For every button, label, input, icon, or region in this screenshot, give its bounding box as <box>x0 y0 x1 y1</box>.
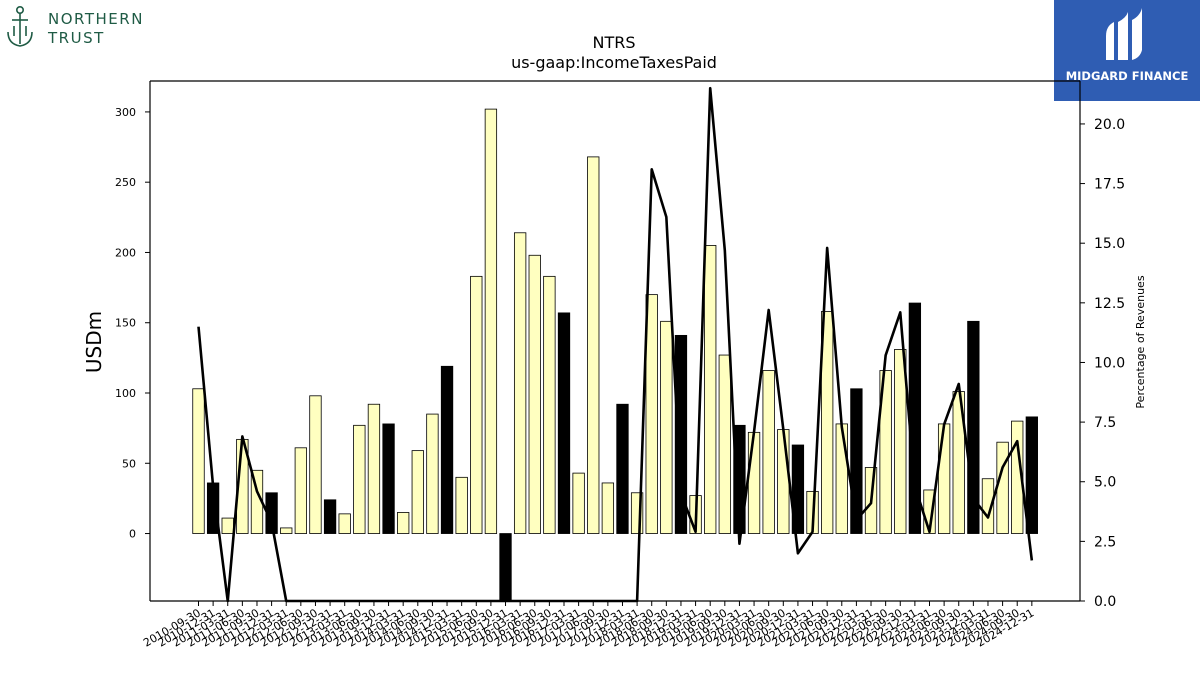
bar <box>1011 420 1024 534</box>
bar <box>704 245 717 534</box>
y2-tick-label: 10.0 <box>1094 355 1125 371</box>
percentage-line <box>197 86 1034 603</box>
y-tick-label: 200 <box>115 246 136 259</box>
y-tick-label: 150 <box>115 317 136 330</box>
bar <box>455 476 468 534</box>
y2-tick-label: 0.0 <box>1094 594 1116 610</box>
bar <box>440 365 454 534</box>
bar <box>850 388 863 534</box>
bar <box>309 395 322 534</box>
bar <box>557 312 571 534</box>
bar <box>777 429 790 534</box>
northern-trust-logo: NORTHERN TRUST <box>4 4 164 54</box>
y2-tick-label: 17.5 <box>1094 177 1125 193</box>
bar <box>660 320 673 534</box>
bar <box>967 320 980 534</box>
y-tick-label: 250 <box>115 176 136 189</box>
bar <box>981 478 995 534</box>
y-tick-label: 100 <box>115 387 136 400</box>
bar <box>484 108 498 534</box>
y2-tick-label: 5.0 <box>1094 475 1116 491</box>
bar <box>601 482 615 534</box>
bar <box>543 275 556 534</box>
bar <box>280 527 293 534</box>
bar <box>353 424 366 534</box>
y-axis-label: USDm <box>82 311 106 373</box>
bar <box>747 431 761 534</box>
bar <box>587 156 600 534</box>
bar <box>294 447 307 534</box>
bar <box>513 232 527 534</box>
y2-tick-label: 12.5 <box>1094 296 1125 312</box>
bar <box>528 254 541 534</box>
bar <box>323 499 337 534</box>
midgard-mark-icon <box>1106 8 1142 60</box>
bar <box>996 441 1009 534</box>
bar <box>382 423 395 534</box>
bar <box>718 354 731 534</box>
y2-tick-label: 15.0 <box>1094 236 1125 252</box>
bar <box>835 423 848 534</box>
bar <box>265 492 278 534</box>
bar <box>937 423 951 534</box>
bar <box>894 349 907 534</box>
bar <box>411 450 424 534</box>
bar <box>572 472 585 534</box>
bar <box>879 370 892 534</box>
bar <box>499 533 512 602</box>
midgard-finance-logo: MIDGARD FINANCE <box>1054 0 1200 101</box>
y-tick-label: 300 <box>115 106 136 119</box>
bar <box>674 334 688 534</box>
bar <box>470 275 483 534</box>
y-tick-label: 0 <box>129 528 136 541</box>
bar <box>762 370 775 534</box>
anchor-icon <box>7 5 33 47</box>
bar <box>367 403 381 534</box>
chart-subtitle: us-gaap:IncomeTaxesPaid <box>511 53 717 72</box>
bar <box>1025 416 1038 534</box>
left-logo-line1: NORTHERN <box>48 10 144 28</box>
bar <box>397 512 410 534</box>
bar <box>221 517 234 534</box>
y2-tick-label: 20.0 <box>1094 117 1125 133</box>
bar <box>338 513 351 534</box>
y-tick-label: 50 <box>122 457 136 470</box>
y2-axis-label: Percentage of Revenues <box>1134 275 1147 408</box>
bar <box>616 403 629 534</box>
bar <box>821 311 834 534</box>
y2-tick-label: 2.5 <box>1094 534 1116 550</box>
bar <box>630 492 644 534</box>
bar <box>791 444 805 534</box>
bar <box>645 294 658 534</box>
right-logo-text: MIDGARD FINANCE <box>1065 69 1189 83</box>
chart-title: NTRS <box>592 33 635 52</box>
bar <box>192 388 205 534</box>
bar <box>426 413 439 534</box>
y2-tick-label: 7.5 <box>1094 415 1116 431</box>
left-logo-line2: TRUST <box>48 29 105 47</box>
